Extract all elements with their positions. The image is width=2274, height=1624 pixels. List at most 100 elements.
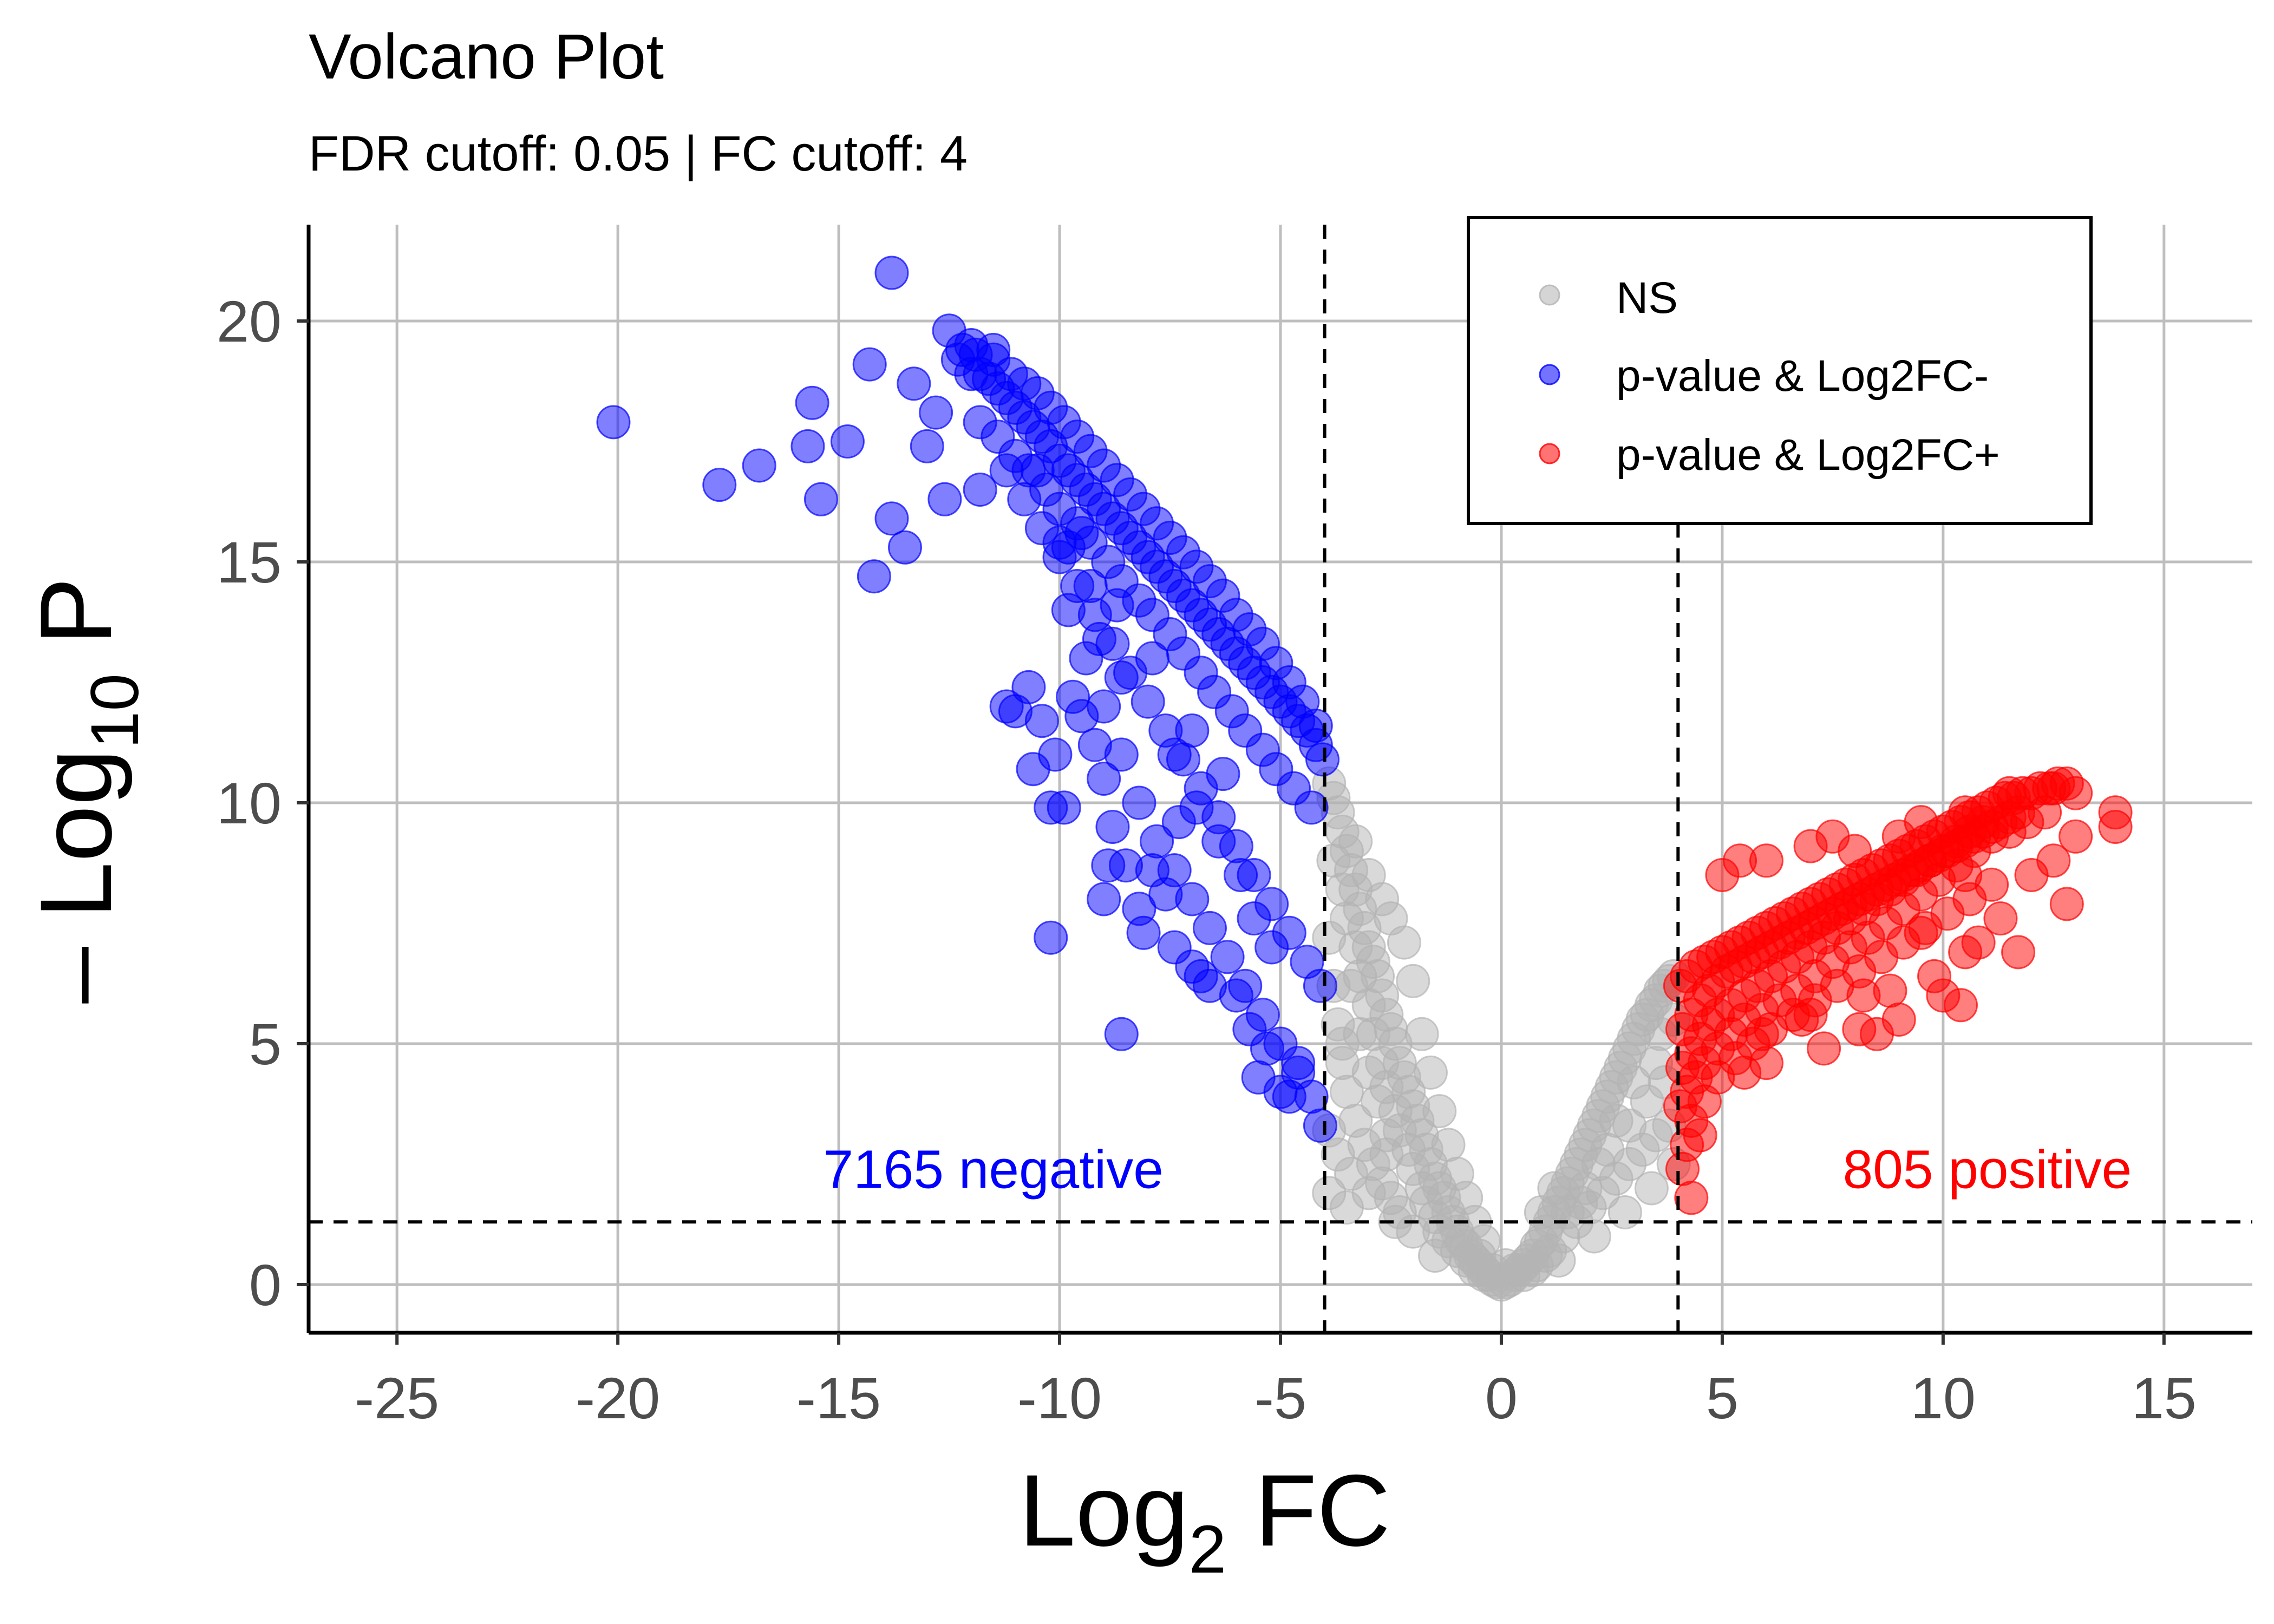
- data-point: [1224, 858, 1258, 892]
- data-point: [1064, 516, 1099, 551]
- data-point: [1294, 790, 1329, 825]
- data-point: [1948, 858, 1983, 892]
- data-point: [1210, 940, 1245, 974]
- data-point: [1104, 1017, 1139, 1051]
- data-point: [874, 256, 909, 290]
- y-tick-label: 10: [217, 770, 282, 836]
- data-point: [1617, 1065, 1651, 1099]
- data-point: [790, 429, 825, 463]
- data-point: [1148, 877, 1183, 912]
- legend-box: [1467, 216, 2093, 525]
- data-point: [1122, 785, 1156, 820]
- data-point: [803, 482, 838, 516]
- data-point: [1683, 1118, 1717, 1152]
- data-point: [1992, 776, 2027, 810]
- data-point: [1917, 959, 1952, 993]
- data-point: [897, 366, 931, 401]
- data-point: [1343, 1017, 1377, 1051]
- data-point: [919, 395, 953, 430]
- data-point: [1462, 1239, 1497, 1273]
- data-point: [1904, 915, 1938, 950]
- data-point: [1298, 709, 1333, 743]
- y-axis-label: – Log10 P: [19, 577, 153, 1003]
- data-point: [887, 530, 922, 565]
- data-point: [1961, 925, 1996, 960]
- y-tick-label: 15: [217, 529, 282, 595]
- data-point: [1369, 1137, 1404, 1172]
- data-point: [1250, 1031, 1285, 1066]
- data-point: [1077, 728, 1112, 762]
- data-point: [1087, 882, 1121, 916]
- data-point: [927, 482, 962, 516]
- data-point: [1431, 1128, 1466, 1162]
- legend-label-ns: NS: [1616, 273, 1678, 323]
- data-point: [1807, 1031, 1841, 1066]
- y-axis-label-pre: – Log: [19, 749, 133, 1003]
- data-point: [1201, 824, 1236, 859]
- data-point: [1179, 790, 1214, 825]
- data-point: [1104, 660, 1139, 695]
- data-point: [742, 448, 776, 483]
- data-point: [1608, 1195, 1642, 1229]
- data-point: [1135, 641, 1169, 676]
- data-point: [963, 473, 997, 507]
- data-point: [1785, 1003, 1819, 1037]
- data-point: [1334, 968, 1369, 1003]
- data-point: [795, 385, 829, 420]
- y-tick-labels: 0 5 10 15 20: [217, 289, 282, 1318]
- data-point: [1011, 670, 1046, 704]
- data-point: [1073, 569, 1108, 603]
- data-point: [1599, 1103, 1633, 1138]
- x-tick-label: 10: [1911, 1365, 1976, 1431]
- data-point: [1564, 1186, 1598, 1220]
- data-point: [1396, 964, 1430, 998]
- data-point: [1303, 968, 1337, 1003]
- data-point: [1634, 1171, 1669, 1206]
- data-point: [1351, 1176, 1386, 1210]
- data-point: [1051, 593, 1086, 627]
- data-points: [596, 256, 2133, 1302]
- y-tick-label: 0: [249, 1252, 282, 1318]
- data-point: [1020, 453, 1055, 488]
- data-point: [1418, 1239, 1453, 1273]
- y-axis-label-sub: 10: [77, 673, 153, 749]
- data-point: [1948, 795, 1983, 830]
- data-point: [1272, 1079, 1306, 1114]
- data-point: [1206, 757, 1240, 791]
- data-point: [596, 405, 631, 440]
- x-tick-label: -20: [576, 1365, 660, 1431]
- data-point: [1528, 1239, 1563, 1273]
- x-tick-label: 15: [2132, 1365, 2197, 1431]
- data-point: [1351, 1055, 1386, 1090]
- y-axis-label-post: P: [19, 577, 133, 673]
- legend: NS p-value & Log2FC- p-value & Log2FC+: [1467, 216, 2093, 525]
- data-point: [2059, 819, 2093, 854]
- chart-title: Volcano Plot: [309, 21, 664, 93]
- data-point: [1095, 810, 1130, 844]
- data-point: [1192, 968, 1227, 1003]
- data-point: [1047, 790, 1081, 825]
- data-point: [1744, 1017, 1779, 1051]
- data-point: [910, 429, 944, 463]
- data-point: [1581, 1147, 1616, 1181]
- data-point: [1024, 704, 1059, 738]
- data-point: [1126, 915, 1161, 950]
- data-point: [1064, 699, 1099, 734]
- data-point: [1749, 843, 1783, 878]
- x-tick-label: -25: [355, 1365, 439, 1431]
- legend-label-negative: p-value & Log2FC-: [1616, 351, 1989, 401]
- x-axis-label-rest: FC: [1226, 1453, 1390, 1567]
- data-point: [1100, 588, 1134, 623]
- data-point: [2098, 810, 2133, 844]
- series-positive: [1663, 766, 2133, 1215]
- axes: [297, 225, 2252, 1345]
- data-point: [1192, 911, 1227, 945]
- data-point: [1034, 920, 1068, 955]
- y-tick-label: 20: [217, 289, 282, 354]
- x-tick-label: 0: [1485, 1365, 1518, 1431]
- data-point: [852, 347, 887, 382]
- x-tick-label: -15: [796, 1365, 881, 1431]
- data-point: [1237, 901, 1271, 936]
- data-point: [874, 501, 909, 536]
- annotation-positive-count: 805 positive: [1843, 1139, 2132, 1200]
